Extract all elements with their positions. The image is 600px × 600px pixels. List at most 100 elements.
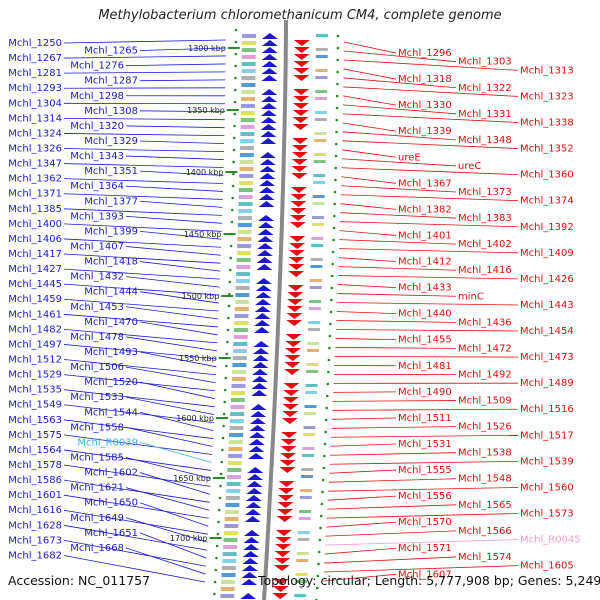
left-gene-label: Mchl_1682 <box>8 550 62 561</box>
right-leader-line <box>342 131 457 141</box>
right-strand-gene-mark <box>293 96 310 102</box>
cog-category-block <box>241 90 256 94</box>
tick-rail-dot <box>221 436 225 440</box>
left-leader-line <box>139 140 225 145</box>
right-leader-line <box>324 556 457 564</box>
tick-rail-dot <box>226 340 229 344</box>
left-leader-line <box>63 464 211 487</box>
cog-category-block <box>236 251 251 255</box>
left-strand-gene-mark <box>251 376 268 382</box>
left-leader-line <box>139 79 226 82</box>
right-leader-line <box>338 275 519 280</box>
left-strand-gene-mark <box>246 488 263 494</box>
tick-rail-dot <box>336 46 340 50</box>
right-strand-gene-mark <box>273 565 290 571</box>
left-strand-gene-mark <box>261 54 278 60</box>
right-leader-line <box>333 391 397 393</box>
right-strand-gene-mark <box>290 187 307 193</box>
cog-category-block <box>228 447 243 451</box>
right-leader-line <box>343 86 519 97</box>
right-gene-label: Mchl_1607 <box>398 569 452 580</box>
cog-category-block <box>240 146 255 150</box>
left-leader-line <box>63 374 216 392</box>
cog-category-block <box>310 265 323 268</box>
tick-rail-dot <box>223 388 227 392</box>
map-title: Methylobacterium chloromethanicum CM4, c… <box>98 8 502 23</box>
right-gene-label: Mchl_1392 <box>520 222 574 233</box>
left-strand-gene-mark <box>255 278 272 284</box>
left-strand-gene-mark <box>243 530 260 536</box>
tick-rail-dot <box>332 238 335 242</box>
cog-category-block <box>223 538 238 542</box>
left-strand-gene-mark <box>254 306 271 312</box>
left-strand-gene-mark <box>255 285 272 291</box>
cog-category-block <box>221 573 236 577</box>
tick-rail-dot <box>330 286 334 290</box>
left-leader-line <box>63 283 220 296</box>
cog-category-block <box>239 160 254 164</box>
left-strand-gene-mark <box>260 138 277 144</box>
gene-labels: Mchl_1250 Mchl_1265 Mchl_1267 Mchl_1276 Mchl… <box>8 38 580 580</box>
right-strand-gene-mark <box>293 61 310 67</box>
left-gene-label: Mchl_1267 <box>8 53 62 64</box>
left-strand-gene-mark <box>245 495 262 501</box>
left-leader-line <box>139 291 220 304</box>
tick-rail-dot <box>330 274 334 278</box>
cog-category-block <box>306 370 319 373</box>
cog-category-block <box>235 286 250 290</box>
cog-category-block <box>315 55 328 58</box>
tick-rail-dot <box>231 208 234 212</box>
tick-rail-dot <box>230 220 234 224</box>
left-leader-line <box>63 193 223 200</box>
tick-rail-dot <box>325 406 329 410</box>
tick-rail-dot <box>226 328 230 332</box>
left-strand-gene-mark <box>248 453 265 459</box>
left-leader-line <box>125 336 218 352</box>
left-leader-line <box>125 215 222 224</box>
right-strand-gene-mark <box>292 117 309 123</box>
left-gene-label: Mchl_1650 <box>84 498 138 509</box>
right-strand-gene-mark <box>285 348 302 354</box>
cog-category-block <box>297 531 310 534</box>
cog-category-block <box>315 34 328 37</box>
right-leader-line <box>330 443 397 447</box>
cog-category-block <box>296 552 309 555</box>
right-gene-label: Mchl_1509 <box>458 396 512 407</box>
accession-text: Accession: NC_011757 <box>8 573 151 588</box>
tick-rail-dot <box>335 94 339 98</box>
cog-category-block <box>220 594 235 598</box>
cog-category-block <box>307 328 320 331</box>
left-leader-line <box>139 200 223 208</box>
cog-category-block <box>221 580 236 584</box>
right-gene-label: Mchl_1373 <box>458 187 512 198</box>
cog-category-block <box>314 118 327 121</box>
cog-category-block <box>300 489 313 492</box>
left-leader-line <box>139 502 209 527</box>
left-strand-gene-mark <box>245 502 262 508</box>
left-leader-line <box>139 261 221 272</box>
left-gene-label: Mchl_1506 <box>70 362 124 373</box>
right-strand-gene-mark <box>281 418 298 424</box>
cog-category-block <box>230 398 245 402</box>
cog-category-block <box>235 293 250 297</box>
right-strand-gene-mark <box>274 558 291 564</box>
tick-rail-dot <box>215 556 218 560</box>
cog-category-block <box>225 503 240 507</box>
left-leader-line <box>63 117 225 121</box>
right-strand-gene-mark <box>286 306 303 312</box>
cog-category-block <box>308 307 321 310</box>
cog-category-block <box>229 426 244 430</box>
left-gene-label: Mchl_1304 <box>8 98 62 109</box>
right-strand-gene-mark <box>285 334 302 340</box>
tick-rail-dot <box>316 574 320 578</box>
left-leader-line <box>125 396 215 416</box>
tick-rail-dot <box>219 472 223 476</box>
right-leader-line <box>343 77 457 89</box>
right-gene-label: Mchl_1566 <box>458 526 512 537</box>
left-gene-label: Mchl_1362 <box>8 174 62 185</box>
left-strand-gene-mark <box>259 180 276 186</box>
right-strand-gene-mark <box>281 432 298 438</box>
cog-category-block <box>315 90 328 93</box>
scale-tick-label: 1500 kbp <box>182 292 220 301</box>
right-gene-label: Mchl_1489 <box>520 378 574 389</box>
